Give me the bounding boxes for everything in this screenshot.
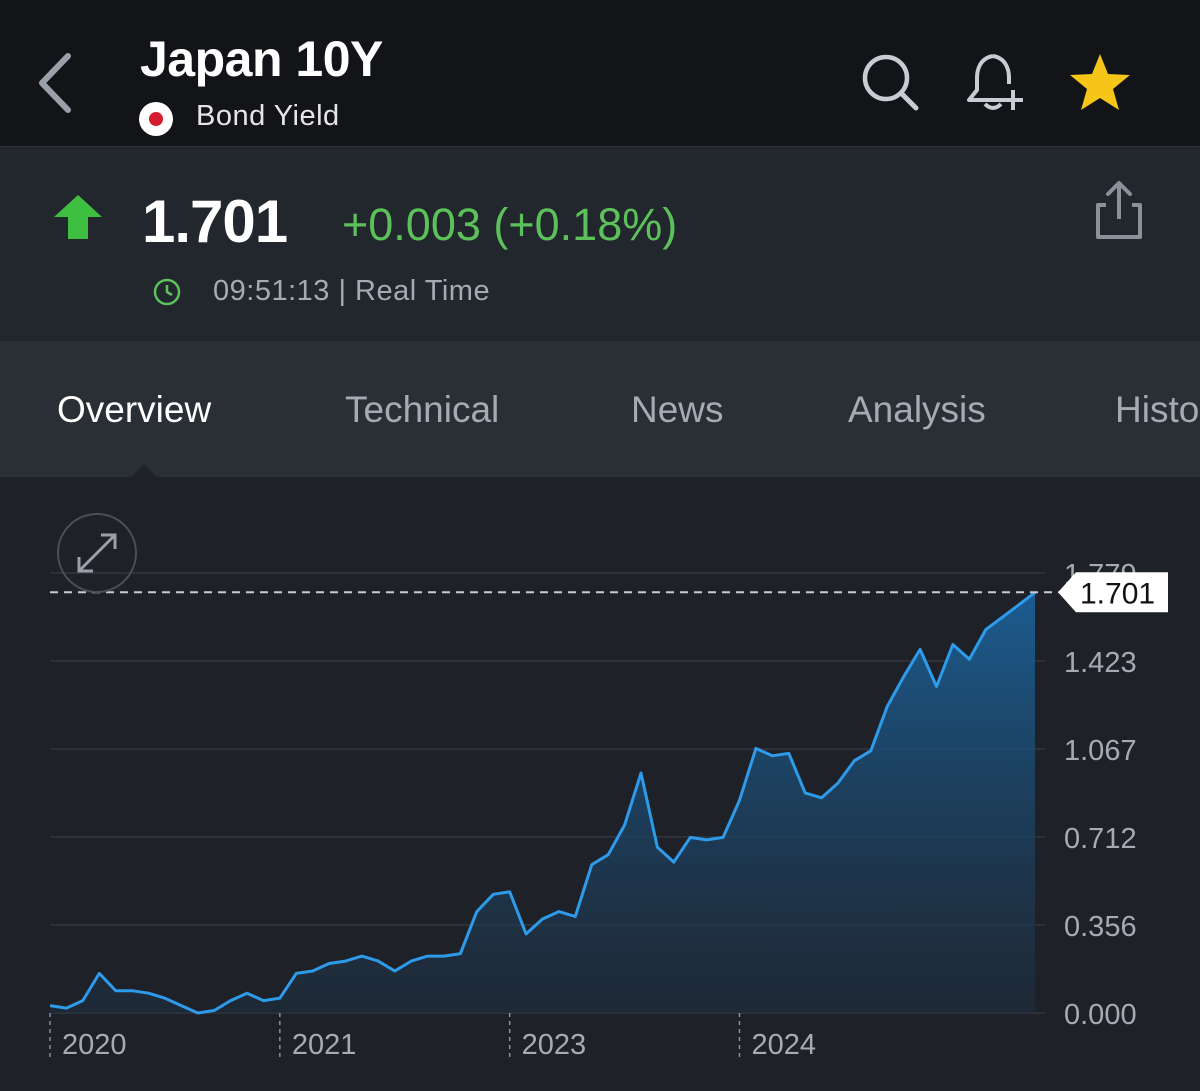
- japan-flag-icon: [139, 102, 173, 136]
- y-tick-label: 0.000: [1064, 999, 1137, 1031]
- tab-historical[interactable]: Histo: [1115, 389, 1200, 430]
- x-tick-label: 2020: [62, 1029, 127, 1061]
- y-tick-label: 1.423: [1064, 647, 1137, 679]
- current-price: 1.701: [142, 188, 288, 255]
- clock-icon: [153, 278, 181, 306]
- chevron-left-icon[interactable]: [30, 48, 80, 118]
- yield-chart[interactable]: 0.0000.3560.7121.0671.4231.7792020202120…: [0, 478, 1200, 1091]
- share-icon[interactable]: [1090, 177, 1148, 241]
- x-tick-label: 2023: [522, 1029, 587, 1061]
- page-title: Japan 10Y: [140, 31, 383, 87]
- current-value-label: 1.701: [1080, 577, 1155, 610]
- yield-area-fill: [50, 592, 1035, 1013]
- y-tick-label: 1.067: [1064, 735, 1137, 767]
- tab-news[interactable]: News: [631, 389, 724, 430]
- quote-panel: 1.701 +0.003 (+0.18%) 09:51:13 | Real Ti…: [0, 147, 1200, 341]
- y-tick-label: 0.356: [1064, 911, 1137, 943]
- bell-plus-icon[interactable]: [963, 50, 1027, 114]
- price-change: +0.003 (+0.18%): [342, 199, 678, 250]
- x-tick-label: 2021: [292, 1029, 357, 1061]
- tab-analysis[interactable]: Analysis: [848, 389, 986, 430]
- expand-icon: [77, 533, 117, 573]
- yield-series-line: [49, 591, 1036, 1015]
- search-icon[interactable]: [858, 50, 922, 114]
- current-value-tag: [1058, 572, 1168, 613]
- active-tab-indicator: [131, 464, 157, 477]
- header: Japan 10Y Bond Yield: [0, 0, 1200, 147]
- tab-bar: Overview Technical News Analysis Histo: [0, 341, 1200, 477]
- y-tick-label: 0.712: [1064, 823, 1137, 855]
- tab-technical[interactable]: Technical: [345, 389, 500, 430]
- tab-overview[interactable]: Overview: [57, 389, 212, 430]
- expand-chart-button[interactable]: [57, 513, 137, 593]
- x-tick-label: 2024: [752, 1029, 817, 1061]
- star-icon[interactable]: [1068, 50, 1132, 114]
- up-arrow-icon: [54, 195, 102, 239]
- instrument-type: Bond Yield: [196, 100, 340, 132]
- timestamp: 09:51:13 | Real Time: [213, 275, 491, 307]
